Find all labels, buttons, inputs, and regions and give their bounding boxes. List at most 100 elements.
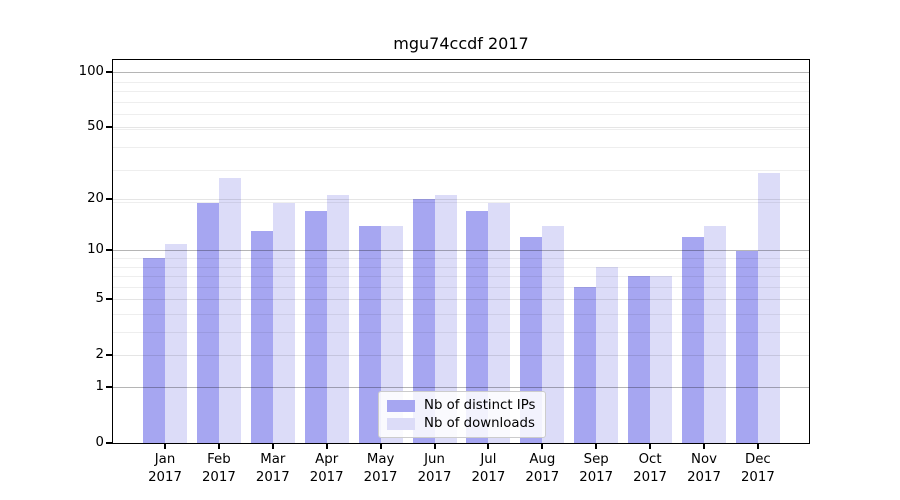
x-label-year: 2017 (633, 470, 668, 485)
x-tick-mark-dec (756, 444, 759, 449)
legend-entry-downloads: Nb of downloads (387, 416, 537, 431)
x-tick-mark-aug (541, 444, 544, 449)
bar-distinct-ips-may (358, 225, 381, 443)
y-tick-mark-50 (106, 126, 112, 129)
gridline-69 (113, 101, 809, 103)
y-tick-mark-20 (106, 197, 112, 200)
y-axis-tick-label: 0 (95, 435, 104, 450)
x-label-month: Apr (315, 452, 339, 467)
gridline-59 (113, 114, 809, 116)
bar-downloads-apr (326, 194, 349, 443)
x-label-year: 2017 (579, 470, 614, 485)
bar-downloads-aug (542, 225, 565, 443)
gridline-5 (113, 299, 809, 301)
bar-distinct-ips-nov (682, 237, 704, 443)
bar-downloads-oct (650, 276, 673, 443)
bar-distinct-ips-jun (412, 198, 435, 443)
y-tick-mark-0 (106, 442, 112, 444)
bar-downloads-feb (218, 178, 241, 443)
x-label-year: 2017 (309, 470, 344, 485)
gridline-19 (113, 202, 809, 204)
y-axis-tick-label: 20 (87, 190, 104, 206)
y-axis-tick-label: 100 (78, 64, 104, 80)
gridline-9 (113, 258, 809, 260)
bar-distinct-ips-feb (196, 202, 219, 443)
x-tick-mark-apr (325, 444, 328, 449)
gridline-2 (113, 354, 809, 356)
gridline-8 (113, 266, 809, 268)
x-axis-tick-label-nov: Nov 2017 (672, 451, 736, 487)
y-axis-tick-label: 50 (87, 119, 104, 135)
x-axis-tick-label-apr: Apr 2017 (295, 451, 359, 487)
x-tick-mark-jun (433, 444, 436, 449)
gridline-4 (113, 313, 809, 315)
gridline-100 (113, 72, 809, 74)
gridline-10 (113, 250, 809, 252)
x-axis-tick-label-aug: Aug 2017 (510, 451, 574, 487)
bar-distinct-ips-apr (304, 210, 327, 443)
x-axis-tick-label-mar: Mar 2017 (241, 451, 305, 487)
x-axis-tick-label-jul: Jul 2017 (456, 451, 520, 487)
x-label-year: 2017 (687, 470, 721, 485)
x-label-year: 2017 (417, 470, 452, 485)
gridline-39 (113, 146, 809, 148)
legend: Nb of distinct IPs Nb of downloads (378, 391, 546, 438)
y-tick-mark-2 (106, 353, 112, 356)
gridline-20 (113, 198, 809, 200)
bar-distinct-ips-jul (466, 210, 489, 443)
x-label-year: 2017 (471, 470, 506, 485)
x-tick-mark-oct (649, 444, 652, 449)
bar-distinct-ips-oct (628, 276, 651, 443)
gridline-49 (113, 128, 809, 130)
gridline-3 (113, 331, 809, 333)
y-tick-mark-5 (106, 298, 112, 301)
gridline-7 (113, 276, 809, 278)
legend-swatch-distinct-ips (387, 399, 415, 412)
gridline-89 (113, 81, 809, 83)
y-tick-mark-10 (106, 249, 112, 252)
bar-distinct-ips-dec (735, 250, 758, 443)
bar-distinct-ips-jan (143, 258, 165, 443)
x-label-month: Jul (480, 452, 497, 467)
y-axis-tick-label: 10 (87, 242, 104, 258)
y-axis-tick-label: 1 (95, 379, 104, 395)
x-tick-mark-mar (271, 444, 274, 449)
x-label-month: Nov (691, 452, 717, 467)
y-tick-mark-100 (106, 71, 112, 74)
x-tick-mark-sep (595, 444, 598, 449)
x-axis-tick-label-dec: Dec 2017 (726, 451, 790, 487)
x-tick-mark-feb (217, 444, 220, 449)
x-label-month: Feb (207, 452, 231, 467)
x-label-year: 2017 (148, 470, 182, 485)
legend-label-downloads: Nb of downloads (424, 416, 535, 431)
x-tick-mark-nov (703, 444, 705, 449)
bar-downloads-mar (272, 202, 295, 443)
bar-downloads-jul (488, 202, 511, 443)
bar-distinct-ips-sep (574, 286, 597, 443)
gridline-6 (113, 286, 809, 288)
x-label-month: May (366, 452, 395, 467)
legend-entry-distinct-ips: Nb of distinct IPs (387, 398, 537, 413)
x-tick-mark-jul (487, 444, 490, 449)
bar-downloads-dec (757, 172, 780, 443)
x-label-month: Mar (260, 452, 286, 467)
chart-title: mgu74ccdf 2017 (393, 34, 529, 53)
x-label-month: Dec (745, 452, 771, 467)
x-axis-tick-label-sep: Sep 2017 (564, 451, 628, 487)
bar-distinct-ips-mar (250, 231, 273, 443)
legend-label-distinct-ips: Nb of distinct IPs (424, 398, 536, 413)
gridline-29 (113, 169, 809, 171)
y-axis-tick-label: 2 (95, 346, 104, 362)
x-label-month: Jun (424, 452, 445, 467)
x-axis-tick-label-jan: Jan 2017 (133, 451, 197, 487)
y-axis-tick-label: 5 (95, 291, 104, 307)
x-label-month: Oct (638, 452, 662, 467)
gridline-1 (113, 387, 809, 389)
x-axis-tick-label-may: May 2017 (349, 451, 413, 487)
gridline-79 (113, 91, 809, 93)
x-label-year: 2017 (740, 470, 775, 485)
bar-downloads-sep (596, 266, 619, 443)
bar-downloads-jun (434, 194, 457, 443)
x-tick-mark-jan (164, 444, 166, 449)
